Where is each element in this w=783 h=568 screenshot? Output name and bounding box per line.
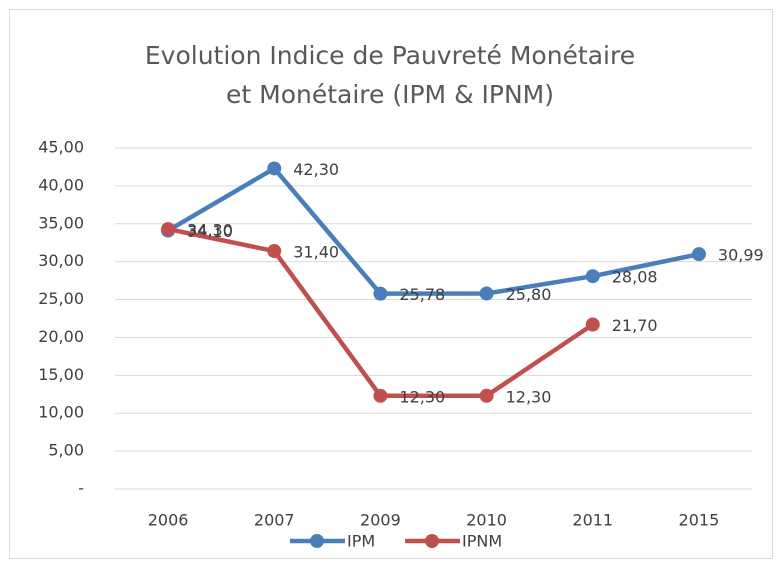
- data-label: 12,30: [399, 387, 445, 406]
- x-tick-label: 2006: [148, 511, 189, 530]
- data-point: [161, 222, 176, 237]
- y-tick-label: 35,00: [38, 213, 84, 232]
- data-label: 25,78: [399, 285, 445, 304]
- legend-marker: [310, 534, 324, 548]
- y-tick-label: -: [78, 479, 84, 498]
- data-point: [585, 269, 600, 284]
- chart-border: [9, 9, 773, 559]
- y-tick-label: 40,00: [38, 175, 84, 194]
- data-point: [585, 317, 600, 332]
- y-tick-label: 25,00: [38, 289, 84, 308]
- chart-title: Evolution Indice de Pauvreté Monétaire e…: [144, 41, 636, 109]
- y-tick-label: 15,00: [38, 365, 84, 384]
- data-label: 30,99: [718, 246, 764, 265]
- y-tick-label: 20,00: [38, 327, 84, 346]
- data-point: [691, 247, 706, 262]
- data-label: 42,30: [293, 160, 339, 179]
- legend-marker: [425, 534, 439, 548]
- series-line: [166, 166, 700, 296]
- data-point: [267, 244, 282, 259]
- y-tick-label: 30,00: [38, 251, 84, 270]
- data-label: 25,80: [506, 285, 552, 304]
- data-point: [267, 161, 282, 176]
- data-point: [373, 388, 388, 403]
- y-tick-label: 5,00: [48, 441, 84, 460]
- data-point: [373, 286, 388, 301]
- data-label: 21,70: [612, 316, 658, 335]
- x-tick-label: 2011: [572, 511, 613, 530]
- y-tick-label: 45,00: [38, 138, 84, 157]
- legend-label: IPNM: [462, 532, 502, 551]
- x-tick-label: 2009: [360, 511, 401, 530]
- legend-label: IPM: [347, 532, 375, 551]
- data-label: 12,30: [506, 387, 552, 406]
- x-tick-label: 2010: [466, 511, 507, 530]
- data-label: 34,30: [187, 221, 233, 240]
- data-point: [479, 388, 494, 403]
- x-tick-label: 2015: [679, 511, 720, 530]
- y-tick-label: 10,00: [38, 403, 84, 422]
- x-tick-label: 2007: [254, 511, 295, 530]
- data-label: 28,08: [612, 268, 658, 287]
- data-label: 31,40: [293, 243, 339, 262]
- data-point: [479, 286, 494, 301]
